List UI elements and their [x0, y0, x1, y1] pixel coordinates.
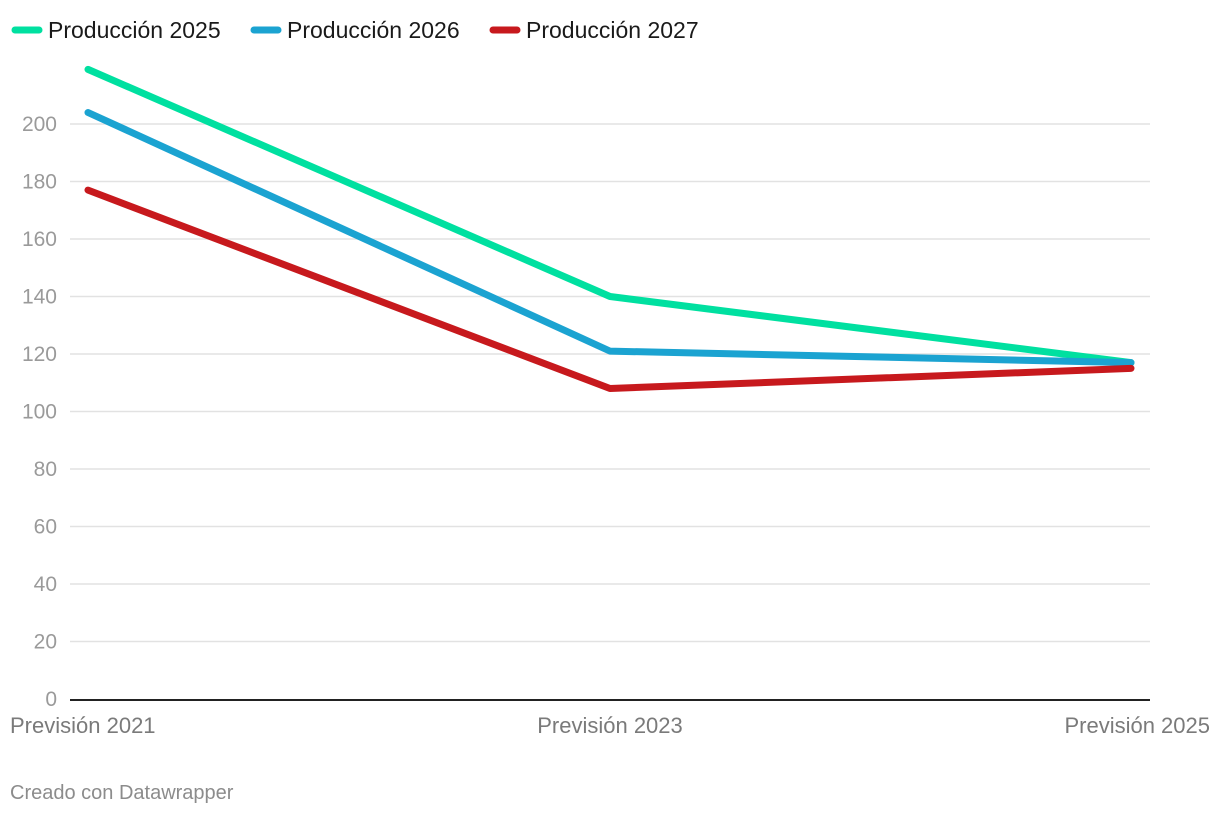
x-axis: Previsión 2021 Previsión 2023 Previsión 20…: [10, 699, 1210, 738]
y-tick-label: 100: [22, 401, 57, 424]
legend: Producción 2025 Producción 2026 Producción…: [11, 17, 699, 43]
series-lines: [84, 65, 1135, 392]
y-tick-label: 200: [22, 113, 57, 136]
legend-label: Producción 2025: [48, 17, 221, 43]
y-tick-label: 120: [22, 343, 57, 366]
legend-label: Producción 2026: [287, 17, 460, 43]
y-axis: 0 20 40 60 80 100 120 140 160 180 200: [22, 113, 57, 711]
y-tick-label: 180: [22, 171, 57, 194]
y-tick-label: 80: [34, 458, 57, 481]
gridlines: [70, 123, 1150, 643]
series-line-producci-n-2025: [84, 65, 1135, 367]
x-tick-label: Previsión 2021: [10, 713, 156, 738]
y-tick-label: 140: [22, 286, 57, 309]
y-tick-label: 160: [22, 228, 57, 251]
credit-text: Creado con Datawrapper: [10, 782, 234, 804]
y-tick-label: 40: [34, 573, 57, 596]
x-tick-label: Previsión 2023: [537, 713, 683, 738]
legend-label: Producción 2027: [526, 17, 699, 43]
y-tick-label: 0: [45, 688, 57, 711]
y-tick-label: 60: [34, 516, 57, 539]
x-tick-label: Previsión 2025: [1064, 713, 1210, 738]
y-tick-label: 20: [34, 631, 57, 654]
series-line-producci-n-2026: [84, 109, 1135, 367]
